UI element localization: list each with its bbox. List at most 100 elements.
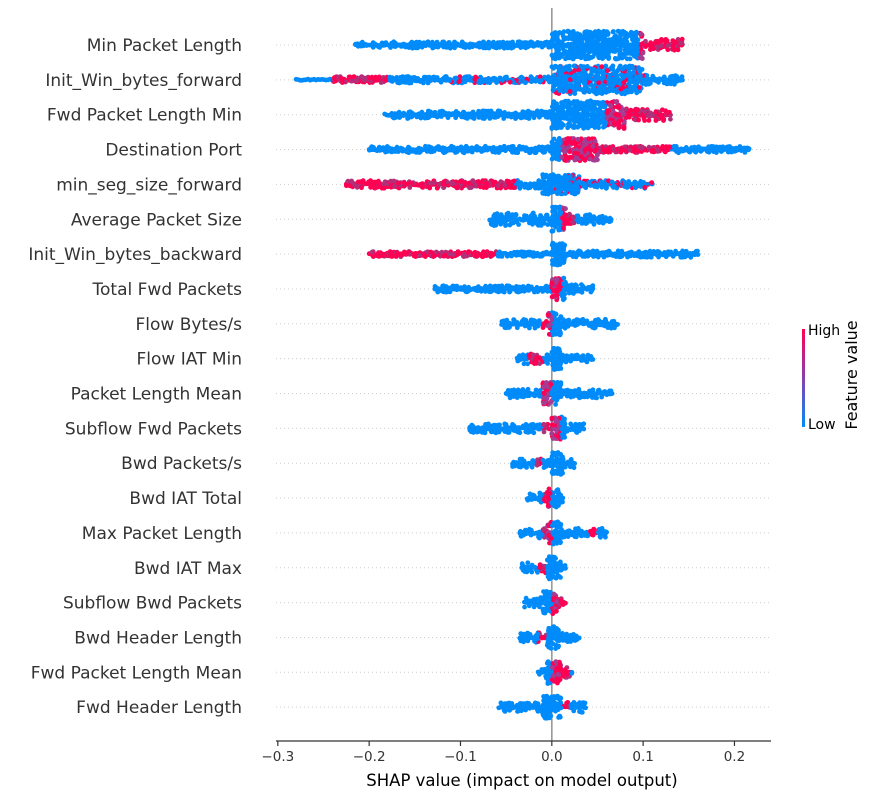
shap-point [575,136,581,142]
shap-point [555,219,561,225]
shap-point [619,248,625,254]
shap-point [533,185,538,191]
shap-point [394,250,400,256]
shap-point [531,250,536,256]
shap-point [548,190,554,196]
shap-point [471,115,477,121]
shap-point [623,40,629,45]
shap-point [500,219,506,225]
shap-point [473,182,479,188]
shap-point [611,120,617,126]
shap-point [526,116,532,121]
shap-point [483,253,489,258]
shap-point [502,183,508,188]
shap-point [606,80,612,86]
shap-point [632,87,638,93]
shap-point [614,99,619,105]
shap-point [371,145,376,150]
shap-point [567,103,572,109]
shap-point [618,148,624,154]
shap-point [600,213,605,219]
shap-point [557,88,563,93]
shap-point [525,108,531,114]
shap-point [393,114,398,120]
shap-point [395,42,401,48]
shap-point [434,114,440,120]
shap-point [530,221,535,227]
shap-point [567,121,572,126]
shap-point [551,65,556,71]
shap-point [465,250,471,255]
shap-point [534,77,540,83]
shap-point [388,178,394,184]
shap-point [502,75,508,80]
shap-point [565,187,570,193]
shap-point [556,68,562,74]
shap-point [383,77,388,83]
shap-point [504,253,510,259]
shap-point [347,183,353,189]
shap-point [683,253,689,258]
shap-point [505,45,511,51]
shap-point [430,39,435,45]
shap-point [538,78,544,83]
shap-point [524,213,529,219]
shap-point [649,180,655,186]
shap-point [508,114,514,120]
shap-point [513,110,518,116]
shap-point [567,89,573,94]
shap-point [434,249,439,255]
shap-point [593,117,599,123]
shap-point [609,65,615,71]
shap-point [495,108,501,114]
shap-point [559,154,564,160]
shap-point [552,145,557,151]
shap-point [439,108,445,114]
shap-point [593,30,598,36]
shap-point [420,41,426,47]
shap-point [626,250,632,256]
shap-point [542,188,548,194]
shap-point [399,79,405,85]
shap-point [588,38,594,44]
shap-point [550,87,556,93]
shap-point [396,180,401,186]
shap-point [603,39,608,45]
shap-point [406,80,412,86]
shap-point [545,222,551,228]
shap-point [516,39,521,45]
shap-point [431,180,437,186]
shap-point [540,172,546,178]
shap-point [376,74,382,80]
shap-point [714,150,719,156]
shap-point [592,184,597,189]
shap-point [640,81,645,87]
feature-swarm [382,98,673,131]
shap-point [608,250,614,256]
shap-point [571,33,577,39]
shap-point [552,72,557,78]
shap-point [728,146,733,152]
shap-point [673,39,679,45]
shap-point [346,74,352,80]
shap-point [561,225,566,231]
shap-point [629,63,635,69]
shap-point [618,48,623,53]
shap-point [562,157,568,163]
shap-point [441,181,446,187]
shap-point [562,221,568,226]
shap-point [566,175,572,180]
shap-point [393,149,399,154]
shap-point [549,139,555,145]
shap-point [553,106,558,112]
shap-point [565,125,571,131]
shap-point [466,146,472,152]
shap-point [380,252,386,258]
shap-point [622,91,628,97]
shap-point [576,39,582,44]
shap-point [403,44,409,50]
shap-point [549,125,555,130]
shap-point [571,118,577,124]
shap-point [646,118,652,123]
shap-point [582,48,588,54]
